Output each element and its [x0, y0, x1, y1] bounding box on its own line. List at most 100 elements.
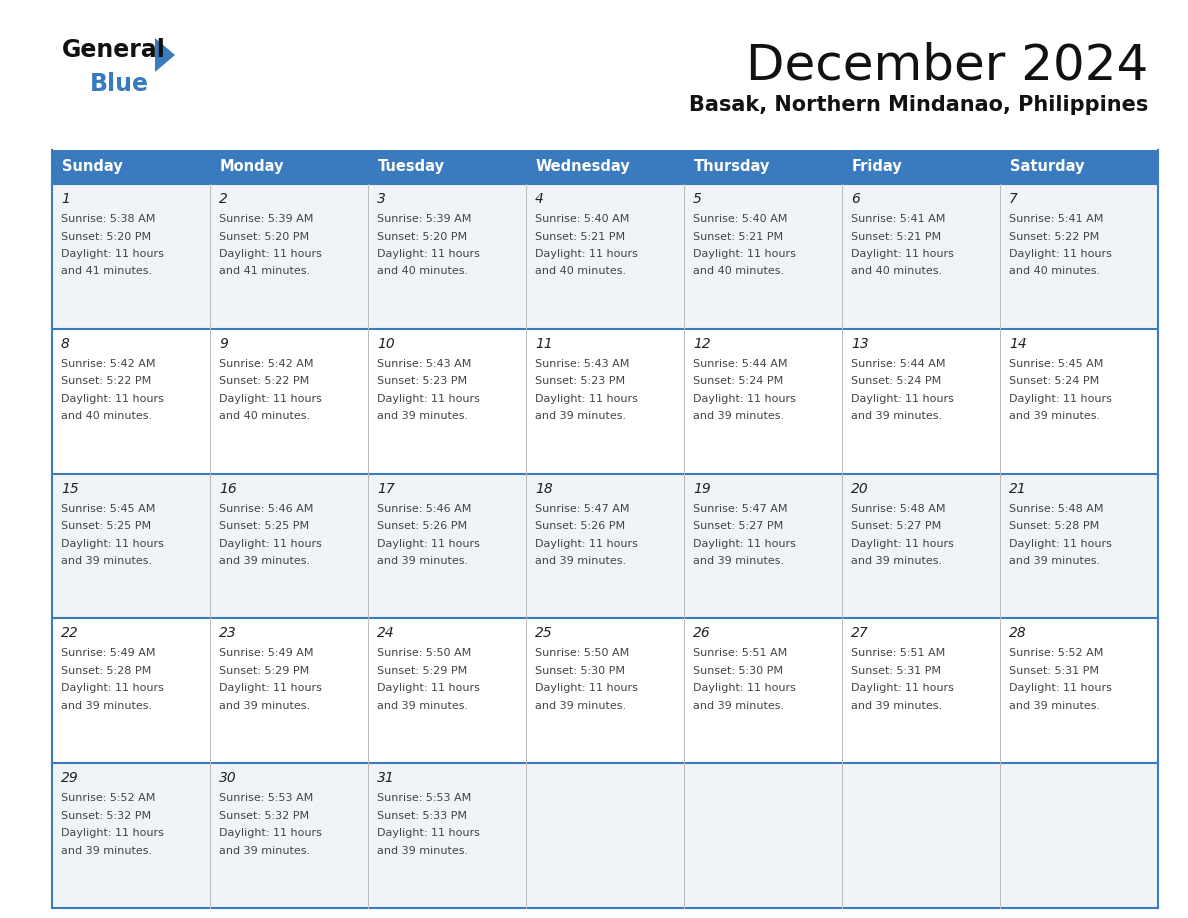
- Text: Sunset: 5:28 PM: Sunset: 5:28 PM: [1009, 521, 1099, 532]
- Text: Daylight: 11 hours: Daylight: 11 hours: [61, 394, 164, 404]
- Bar: [842, 150, 1000, 184]
- Text: Friday: Friday: [852, 160, 903, 174]
- Text: 1: 1: [61, 192, 70, 206]
- Bar: [684, 150, 842, 184]
- Text: and 39 minutes.: and 39 minutes.: [377, 845, 468, 856]
- Text: Daylight: 11 hours: Daylight: 11 hours: [377, 394, 480, 404]
- Text: Sunrise: 5:49 AM: Sunrise: 5:49 AM: [61, 648, 156, 658]
- Text: Daylight: 11 hours: Daylight: 11 hours: [851, 539, 954, 549]
- Text: 24: 24: [377, 626, 394, 641]
- Text: Sunset: 5:31 PM: Sunset: 5:31 PM: [1009, 666, 1099, 676]
- Text: Sunset: 5:24 PM: Sunset: 5:24 PM: [693, 376, 783, 386]
- Bar: [52, 150, 210, 184]
- Text: Daylight: 11 hours: Daylight: 11 hours: [219, 539, 322, 549]
- Text: General: General: [62, 38, 166, 62]
- Bar: [52, 763, 1158, 908]
- Text: 18: 18: [535, 482, 552, 496]
- Text: Sunrise: 5:43 AM: Sunrise: 5:43 AM: [377, 359, 472, 369]
- Text: Daylight: 11 hours: Daylight: 11 hours: [1009, 394, 1112, 404]
- Text: and 40 minutes.: and 40 minutes.: [1009, 266, 1100, 276]
- Text: Sunrise: 5:51 AM: Sunrise: 5:51 AM: [851, 648, 946, 658]
- Text: Sunset: 5:25 PM: Sunset: 5:25 PM: [219, 521, 309, 532]
- Text: Daylight: 11 hours: Daylight: 11 hours: [61, 539, 164, 549]
- Text: Sunrise: 5:39 AM: Sunrise: 5:39 AM: [377, 214, 472, 224]
- Text: and 39 minutes.: and 39 minutes.: [1009, 556, 1100, 566]
- Text: Sunrise: 5:43 AM: Sunrise: 5:43 AM: [535, 359, 630, 369]
- Text: Sunset: 5:22 PM: Sunset: 5:22 PM: [1009, 231, 1099, 241]
- Text: Sunrise: 5:47 AM: Sunrise: 5:47 AM: [693, 504, 788, 513]
- Text: and 40 minutes.: and 40 minutes.: [61, 411, 152, 421]
- Text: Daylight: 11 hours: Daylight: 11 hours: [377, 828, 480, 838]
- Text: Daylight: 11 hours: Daylight: 11 hours: [535, 683, 638, 693]
- Text: 5: 5: [693, 192, 702, 206]
- Text: and 40 minutes.: and 40 minutes.: [851, 266, 942, 276]
- Text: 26: 26: [693, 626, 710, 641]
- Text: Sunset: 5:29 PM: Sunset: 5:29 PM: [377, 666, 467, 676]
- Text: Daylight: 11 hours: Daylight: 11 hours: [61, 683, 164, 693]
- Text: Daylight: 11 hours: Daylight: 11 hours: [693, 683, 796, 693]
- Text: 30: 30: [219, 771, 236, 785]
- Text: Daylight: 11 hours: Daylight: 11 hours: [851, 249, 954, 259]
- Text: Sunset: 5:29 PM: Sunset: 5:29 PM: [219, 666, 309, 676]
- Text: Sunrise: 5:40 AM: Sunrise: 5:40 AM: [693, 214, 788, 224]
- Text: Sunset: 5:20 PM: Sunset: 5:20 PM: [61, 231, 151, 241]
- Text: Sunrise: 5:42 AM: Sunrise: 5:42 AM: [219, 359, 314, 369]
- Text: Daylight: 11 hours: Daylight: 11 hours: [535, 539, 638, 549]
- Text: Daylight: 11 hours: Daylight: 11 hours: [693, 394, 796, 404]
- Text: and 39 minutes.: and 39 minutes.: [377, 556, 468, 566]
- Text: and 41 minutes.: and 41 minutes.: [61, 266, 152, 276]
- Text: Sunset: 5:20 PM: Sunset: 5:20 PM: [219, 231, 309, 241]
- Text: 28: 28: [1009, 626, 1026, 641]
- Text: 3: 3: [377, 192, 386, 206]
- Bar: [52, 474, 1158, 619]
- Text: Sunset: 5:25 PM: Sunset: 5:25 PM: [61, 521, 151, 532]
- Text: Daylight: 11 hours: Daylight: 11 hours: [61, 249, 164, 259]
- Text: Saturday: Saturday: [1010, 160, 1085, 174]
- Text: Daylight: 11 hours: Daylight: 11 hours: [1009, 249, 1112, 259]
- Text: Sunset: 5:21 PM: Sunset: 5:21 PM: [535, 231, 625, 241]
- Text: Sunrise: 5:46 AM: Sunrise: 5:46 AM: [377, 504, 472, 513]
- Text: and 39 minutes.: and 39 minutes.: [693, 556, 784, 566]
- Text: and 40 minutes.: and 40 minutes.: [535, 266, 626, 276]
- Text: 11: 11: [535, 337, 552, 351]
- Text: Daylight: 11 hours: Daylight: 11 hours: [219, 683, 322, 693]
- Text: Daylight: 11 hours: Daylight: 11 hours: [219, 394, 322, 404]
- Text: 17: 17: [377, 482, 394, 496]
- Polygon shape: [154, 38, 175, 72]
- Text: Blue: Blue: [90, 72, 148, 96]
- Text: Sunset: 5:23 PM: Sunset: 5:23 PM: [535, 376, 625, 386]
- Text: Sunset: 5:26 PM: Sunset: 5:26 PM: [535, 521, 625, 532]
- Text: Daylight: 11 hours: Daylight: 11 hours: [219, 828, 322, 838]
- Text: Wednesday: Wednesday: [536, 160, 631, 174]
- Text: Sunday: Sunday: [62, 160, 122, 174]
- Text: Sunrise: 5:50 AM: Sunrise: 5:50 AM: [377, 648, 472, 658]
- Text: 15: 15: [61, 482, 78, 496]
- Text: and 39 minutes.: and 39 minutes.: [377, 701, 468, 711]
- Text: Daylight: 11 hours: Daylight: 11 hours: [377, 683, 480, 693]
- Text: Sunset: 5:22 PM: Sunset: 5:22 PM: [219, 376, 309, 386]
- Text: 21: 21: [1009, 482, 1026, 496]
- Text: 23: 23: [219, 626, 236, 641]
- Text: and 39 minutes.: and 39 minutes.: [851, 701, 942, 711]
- Text: 4: 4: [535, 192, 544, 206]
- Text: Daylight: 11 hours: Daylight: 11 hours: [693, 539, 796, 549]
- Text: Daylight: 11 hours: Daylight: 11 hours: [535, 249, 638, 259]
- Text: 8: 8: [61, 337, 70, 351]
- Text: Sunset: 5:33 PM: Sunset: 5:33 PM: [377, 811, 467, 821]
- Text: 19: 19: [693, 482, 710, 496]
- Text: 10: 10: [377, 337, 394, 351]
- Text: Sunrise: 5:44 AM: Sunrise: 5:44 AM: [851, 359, 946, 369]
- Text: Thursday: Thursday: [694, 160, 770, 174]
- Text: Sunrise: 5:45 AM: Sunrise: 5:45 AM: [1009, 359, 1104, 369]
- Text: Sunrise: 5:42 AM: Sunrise: 5:42 AM: [61, 359, 156, 369]
- Text: and 39 minutes.: and 39 minutes.: [535, 411, 626, 421]
- Text: Sunrise: 5:38 AM: Sunrise: 5:38 AM: [61, 214, 156, 224]
- Bar: [1000, 150, 1158, 184]
- Text: December 2024: December 2024: [746, 42, 1148, 90]
- Text: Sunset: 5:20 PM: Sunset: 5:20 PM: [377, 231, 467, 241]
- Text: Sunrise: 5:52 AM: Sunrise: 5:52 AM: [61, 793, 156, 803]
- Text: Sunrise: 5:51 AM: Sunrise: 5:51 AM: [693, 648, 788, 658]
- Text: Sunset: 5:26 PM: Sunset: 5:26 PM: [377, 521, 467, 532]
- Text: Sunrise: 5:44 AM: Sunrise: 5:44 AM: [693, 359, 788, 369]
- Text: 31: 31: [377, 771, 394, 785]
